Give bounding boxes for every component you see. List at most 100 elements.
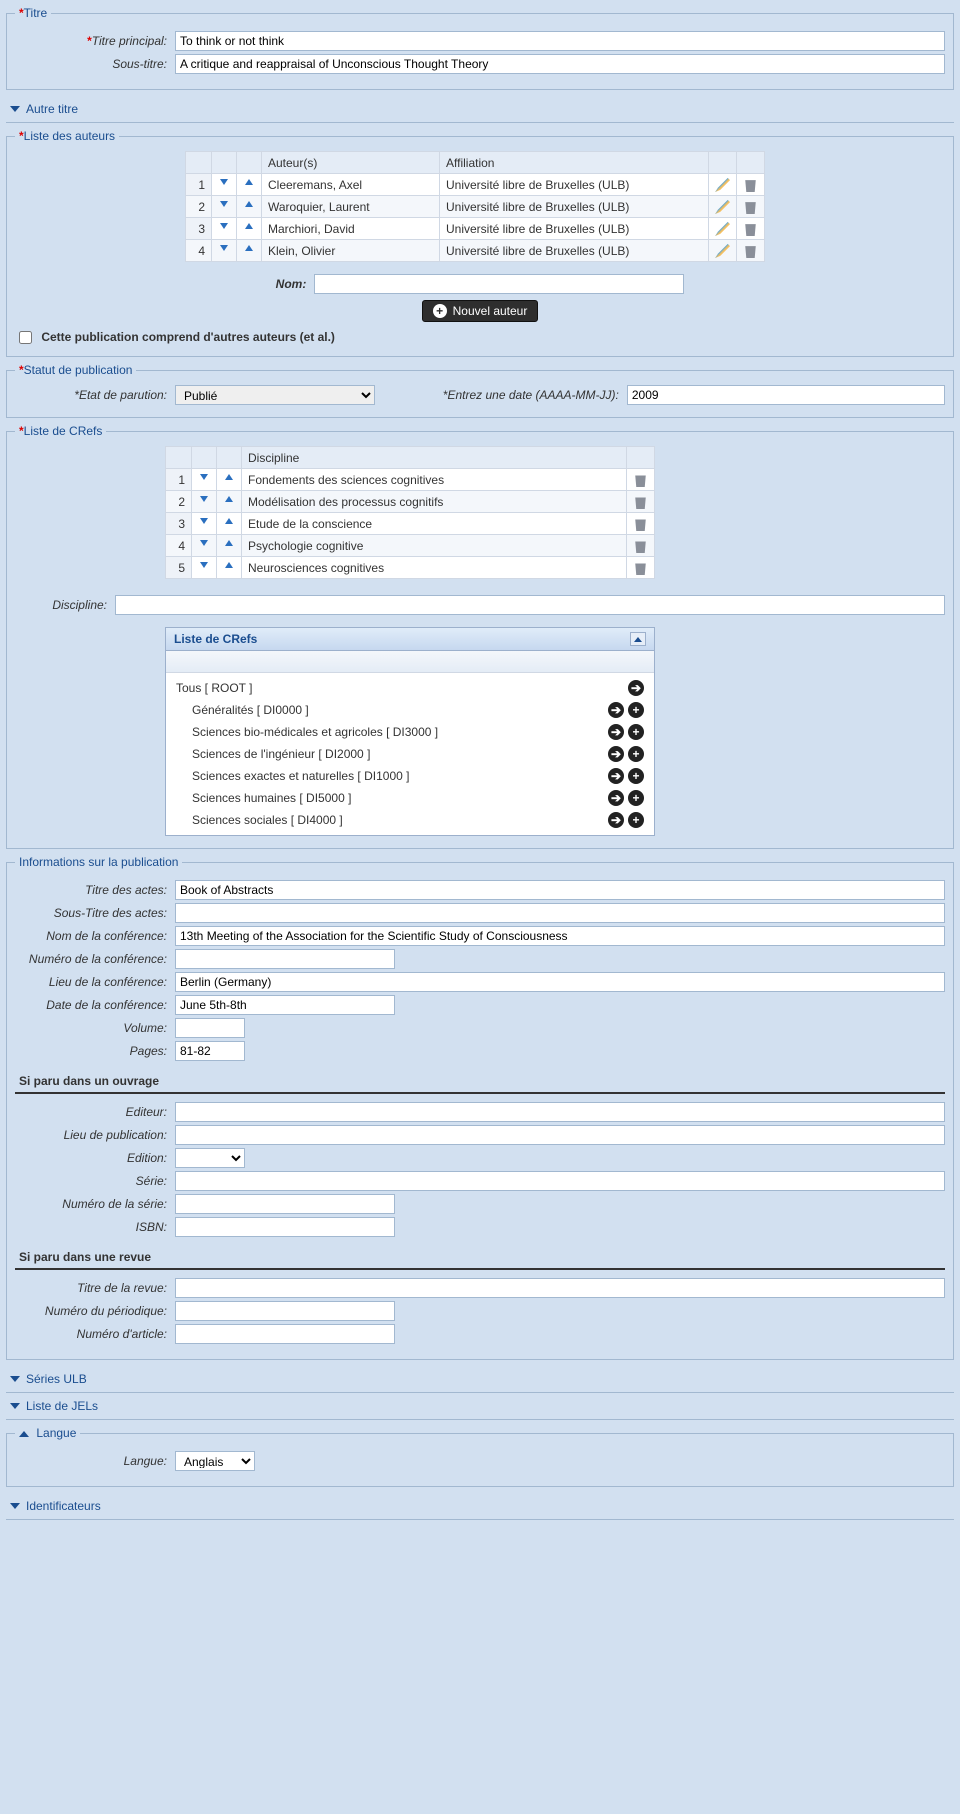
- move-down-icon[interactable]: [198, 472, 210, 484]
- legend-crefs: *Liste de CRefs: [15, 424, 106, 438]
- input-num-serie[interactable]: [175, 1194, 395, 1214]
- label-titre-revue: Titre de la revue:: [15, 1281, 175, 1295]
- discipline-label: Modélisation des processus cognitifs: [242, 491, 627, 513]
- table-row: 2Modélisation des processus cognitifs: [166, 491, 655, 513]
- add-icon[interactable]: +: [628, 768, 644, 784]
- move-down-icon[interactable]: [218, 199, 230, 211]
- toggle-identificateurs[interactable]: Identificateurs: [0, 1493, 960, 1519]
- edit-icon[interactable]: [715, 177, 730, 192]
- input-titre-actes[interactable]: [175, 880, 945, 900]
- input-isbn[interactable]: [175, 1217, 395, 1237]
- input-lieu-pub[interactable]: [175, 1125, 945, 1145]
- trash-icon[interactable]: [743, 199, 758, 214]
- input-num-article[interactable]: [175, 1324, 395, 1344]
- add-icon[interactable]: +: [628, 702, 644, 718]
- col-affiliation: Affiliation: [440, 152, 709, 174]
- toggle-autre-titre[interactable]: Autre titre: [0, 96, 960, 122]
- select-etat[interactable]: Publié: [175, 385, 375, 405]
- move-down-icon[interactable]: [198, 560, 210, 572]
- cref-tree-item[interactable]: Sciences bio-médicales et agricoles [ DI…: [166, 721, 654, 743]
- goto-icon[interactable]: ➔: [608, 724, 624, 740]
- move-up-icon[interactable]: [223, 538, 235, 550]
- move-up-icon[interactable]: [223, 516, 235, 528]
- checkbox-etal[interactable]: [19, 331, 32, 344]
- cref-tree-item[interactable]: Sciences de l'ingénieur [ DI2000 ]➔+: [166, 743, 654, 765]
- goto-icon[interactable]: ➔: [608, 702, 624, 718]
- move-down-icon[interactable]: [198, 516, 210, 528]
- add-icon[interactable]: +: [628, 790, 644, 806]
- label-pages: Pages:: [15, 1044, 175, 1058]
- nouvel-auteur-button[interactable]: + Nouvel auteur: [422, 300, 539, 322]
- goto-icon[interactable]: ➔: [608, 812, 624, 828]
- authors-table: Auteur(s) Affiliation 1Cleeremans, AxelU…: [185, 151, 765, 262]
- table-row: 3Marchiori, DavidUniversité libre de Bru…: [186, 218, 765, 240]
- move-down-icon[interactable]: [218, 177, 230, 189]
- input-pages[interactable]: [175, 1041, 245, 1061]
- input-serie[interactable]: [175, 1171, 945, 1191]
- trash-icon[interactable]: [743, 221, 758, 236]
- edit-icon[interactable]: [715, 221, 730, 236]
- input-lieu-conf[interactable]: [175, 972, 945, 992]
- input-editeur[interactable]: [175, 1102, 945, 1122]
- move-down-icon[interactable]: [218, 221, 230, 233]
- trash-icon[interactable]: [633, 516, 648, 531]
- move-down-icon[interactable]: [218, 243, 230, 255]
- add-icon[interactable]: +: [628, 724, 644, 740]
- author-affiliation: Université libre de Bruxelles (ULB): [440, 174, 709, 196]
- author-name: Marchiori, David: [262, 218, 440, 240]
- edit-icon[interactable]: [715, 199, 730, 214]
- row-index: 4: [166, 535, 192, 557]
- row-index: 3: [166, 513, 192, 535]
- input-date[interactable]: [627, 385, 945, 405]
- trash-icon[interactable]: [633, 494, 648, 509]
- cref-tree-item[interactable]: Généralités [ DI0000 ]➔+: [166, 699, 654, 721]
- input-titre-revue[interactable]: [175, 1278, 945, 1298]
- move-down-icon[interactable]: [198, 494, 210, 506]
- goto-icon[interactable]: ➔: [608, 790, 624, 806]
- trash-icon[interactable]: [633, 472, 648, 487]
- collapse-icon[interactable]: [630, 632, 646, 646]
- trash-icon[interactable]: [743, 243, 758, 258]
- move-down-icon[interactable]: [198, 538, 210, 550]
- move-up-icon[interactable]: [223, 472, 235, 484]
- trash-icon[interactable]: [633, 560, 648, 575]
- goto-icon[interactable]: ➔: [608, 768, 624, 784]
- input-sous-titre[interactable]: [175, 54, 945, 74]
- move-up-icon[interactable]: [223, 560, 235, 572]
- table-row: 1Cleeremans, AxelUniversité libre de Bru…: [186, 174, 765, 196]
- cref-tree-label: Sciences bio-médicales et agricoles [ DI…: [192, 725, 604, 739]
- move-up-icon[interactable]: [243, 199, 255, 211]
- label-sous-titre: Sous-titre:: [15, 57, 175, 71]
- trash-icon[interactable]: [633, 538, 648, 553]
- move-up-icon[interactable]: [243, 221, 255, 233]
- edit-icon[interactable]: [715, 243, 730, 258]
- cref-tree-label: Sciences humaines [ DI5000 ]: [192, 791, 604, 805]
- move-up-icon[interactable]: [243, 243, 255, 255]
- toggle-jels[interactable]: Liste de JELs: [0, 1393, 960, 1419]
- section-langue: Langue Langue: Anglais: [6, 1426, 954, 1487]
- input-sous-actes[interactable]: [175, 903, 945, 923]
- move-up-icon[interactable]: [243, 177, 255, 189]
- label-jels: Liste de JELs: [26, 1399, 98, 1413]
- select-langue[interactable]: Anglais: [175, 1451, 255, 1471]
- input-nom-conf[interactable]: [175, 926, 945, 946]
- add-icon[interactable]: +: [628, 812, 644, 828]
- input-date-conf[interactable]: [175, 995, 395, 1015]
- input-volume[interactable]: [175, 1018, 245, 1038]
- select-edition[interactable]: [175, 1148, 245, 1168]
- cref-tree-item[interactable]: Sciences humaines [ DI5000 ] ➔+: [166, 787, 654, 809]
- move-up-icon[interactable]: [223, 494, 235, 506]
- toggle-series-ulb[interactable]: Séries ULB: [0, 1366, 960, 1392]
- goto-icon[interactable]: ➔: [608, 746, 624, 762]
- input-num-period[interactable]: [175, 1301, 395, 1321]
- input-nom[interactable]: [314, 274, 684, 294]
- cref-tree-item[interactable]: Sciences sociales [ DI4000 ]➔+: [166, 809, 654, 831]
- cref-tree-item[interactable]: Sciences exactes et naturelles [ DI1000 …: [166, 765, 654, 787]
- input-titre-principal[interactable]: [175, 31, 945, 51]
- trash-icon[interactable]: [743, 177, 758, 192]
- goto-icon[interactable]: ➔: [628, 680, 644, 696]
- input-num-conf[interactable]: [175, 949, 395, 969]
- input-discipline[interactable]: [115, 595, 945, 615]
- add-icon[interactable]: +: [628, 746, 644, 762]
- cref-tree-item[interactable]: Tous [ ROOT ]➔: [166, 677, 654, 699]
